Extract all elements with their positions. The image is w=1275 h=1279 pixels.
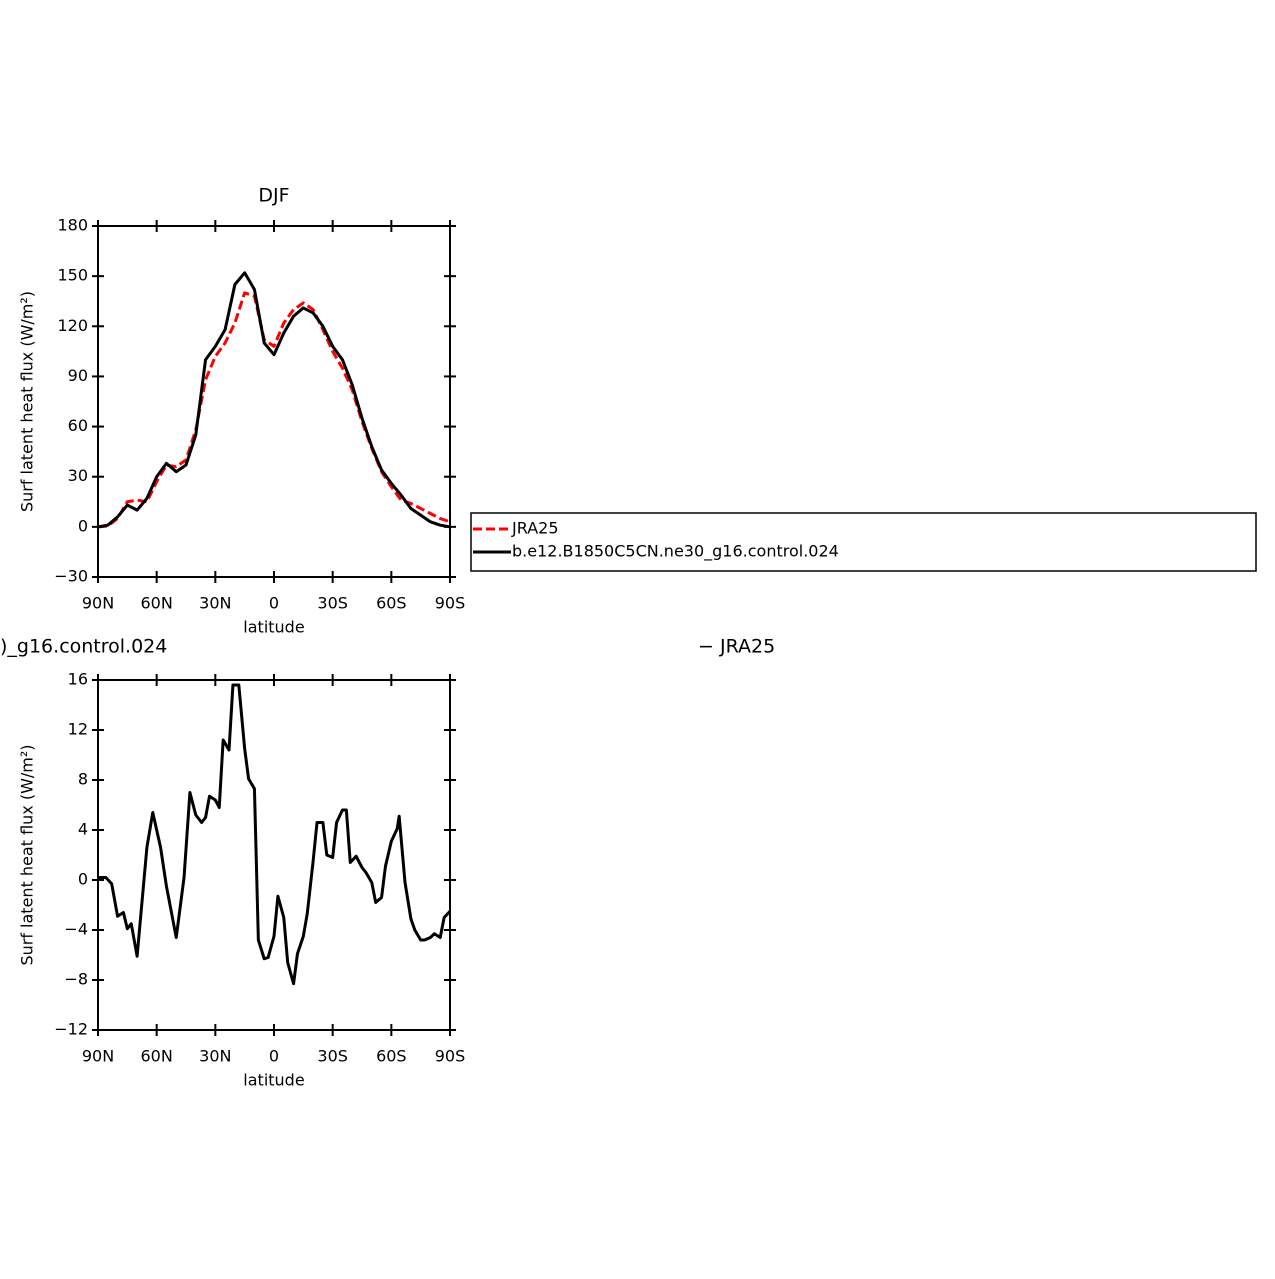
legend-box [470, 512, 1257, 572]
y-tick-label: 0 [78, 870, 88, 889]
x-tick-label: 60N [141, 594, 173, 613]
x-tick-label: 30N [199, 594, 231, 613]
data-line [97, 271, 451, 529]
y-tick-label: 16 [68, 670, 88, 689]
y-tick-label: 90 [68, 366, 88, 385]
y-tick-label: 150 [57, 266, 88, 285]
data-line [97, 291, 451, 529]
legend-label: JRA25 [511, 519, 559, 538]
x-tick-label: 0 [269, 1047, 279, 1066]
y-axis-label: Surf latent heat flux (W/m²) [18, 744, 37, 965]
data-line [98, 683, 452, 986]
x-axis-label: latitude [243, 1071, 304, 1090]
chart-title: DJF [258, 185, 289, 207]
chart-title-right: − JRA25 [698, 636, 775, 658]
chart-title-left: )_g16.control.024 [0, 636, 167, 658]
plot-frame [97, 679, 451, 1031]
y-tick-label: −12 [54, 1020, 88, 1039]
y-tick-label: −4 [64, 920, 88, 939]
x-tick-label: 0 [269, 594, 279, 613]
y-tick-label: 12 [68, 720, 88, 739]
y-tick-label: −30 [54, 567, 88, 586]
x-tick-label: 30S [317, 594, 348, 613]
y-tick-label: 120 [57, 316, 88, 335]
x-tick-label: 90S [435, 1047, 466, 1066]
plot-frame [97, 225, 451, 578]
x-tick-label: 60S [376, 1047, 407, 1066]
y-tick-label: 4 [78, 820, 88, 839]
y-tick-label: 180 [57, 216, 88, 235]
y-tick-label: 0 [78, 516, 88, 535]
x-tick-label: 60S [376, 594, 407, 613]
y-axis-label: Surf latent heat flux (W/m²) [18, 291, 37, 512]
x-tick-label: 30S [317, 1047, 348, 1066]
x-tick-label: 90N [82, 1047, 114, 1066]
legend-label: b.e12.B1850C5CN.ne30_g16.control.024 [512, 542, 839, 562]
y-tick-label: 8 [78, 770, 88, 789]
y-tick-label: −8 [64, 970, 88, 989]
x-tick-label: 90S [435, 594, 466, 613]
x-tick-label: 60N [141, 1047, 173, 1066]
y-tick-label: 30 [68, 466, 88, 485]
x-tick-label: 90N [82, 594, 114, 613]
x-tick-label: 30N [199, 1047, 231, 1066]
x-axis-label: latitude [243, 618, 304, 637]
y-tick-label: 60 [68, 416, 88, 435]
